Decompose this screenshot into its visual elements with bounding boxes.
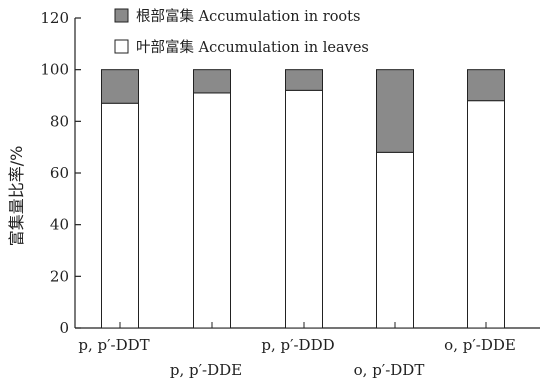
- bar-segment-roots: [376, 69, 414, 153]
- legend-swatch-roots: [114, 8, 129, 23]
- legend-label-roots: 根部富集 Accumulation in roots: [136, 7, 360, 25]
- y-tick-label: 80: [50, 112, 69, 130]
- y-tick-label: 20: [50, 267, 69, 285]
- y-tick-label: 100: [40, 61, 69, 79]
- legend-swatch-leaves: [114, 39, 129, 54]
- x-category-label: p, p′-DDD: [261, 336, 334, 354]
- bar-segment-leaves: [467, 100, 505, 329]
- x-category-label: o, p′-DDT: [354, 361, 425, 379]
- y-tick-label: 40: [50, 216, 69, 234]
- bars: [101, 69, 505, 329]
- bar-segment-leaves: [285, 89, 323, 329]
- bar-segment-roots: [285, 69, 323, 91]
- bar-segment-roots: [101, 69, 139, 104]
- y-tick-label: 0: [59, 319, 69, 337]
- legend-label-leaves: 叶部富集 Accumulation in leaves: [136, 38, 369, 56]
- x-category-label: p, p′-DDT: [78, 336, 149, 354]
- x-category-label: p, p′-DDE: [170, 361, 242, 379]
- x-category-label: o, p′-DDE: [444, 336, 516, 354]
- bar-segment-leaves: [193, 92, 231, 329]
- x-category-labels: p, p′-DDT p, p′-DDE p, p′-DDD o, p′-DDT o, p…: [78, 322, 516, 379]
- y-ticks: 0 20 40 60 80 100 120: [40, 9, 81, 337]
- legend: 根部富集 Accumulation in roots 叶部富集 Accumula…: [114, 7, 369, 56]
- y-tick-label: 120: [40, 9, 69, 27]
- bar-segment-leaves: [101, 102, 139, 329]
- bar-segment-leaves: [376, 151, 414, 329]
- y-axis-label: 富集量比率/%: [7, 146, 26, 247]
- bar-segment-roots: [193, 69, 231, 94]
- y-tick-label: 60: [50, 164, 69, 182]
- bar-segment-roots: [467, 69, 505, 102]
